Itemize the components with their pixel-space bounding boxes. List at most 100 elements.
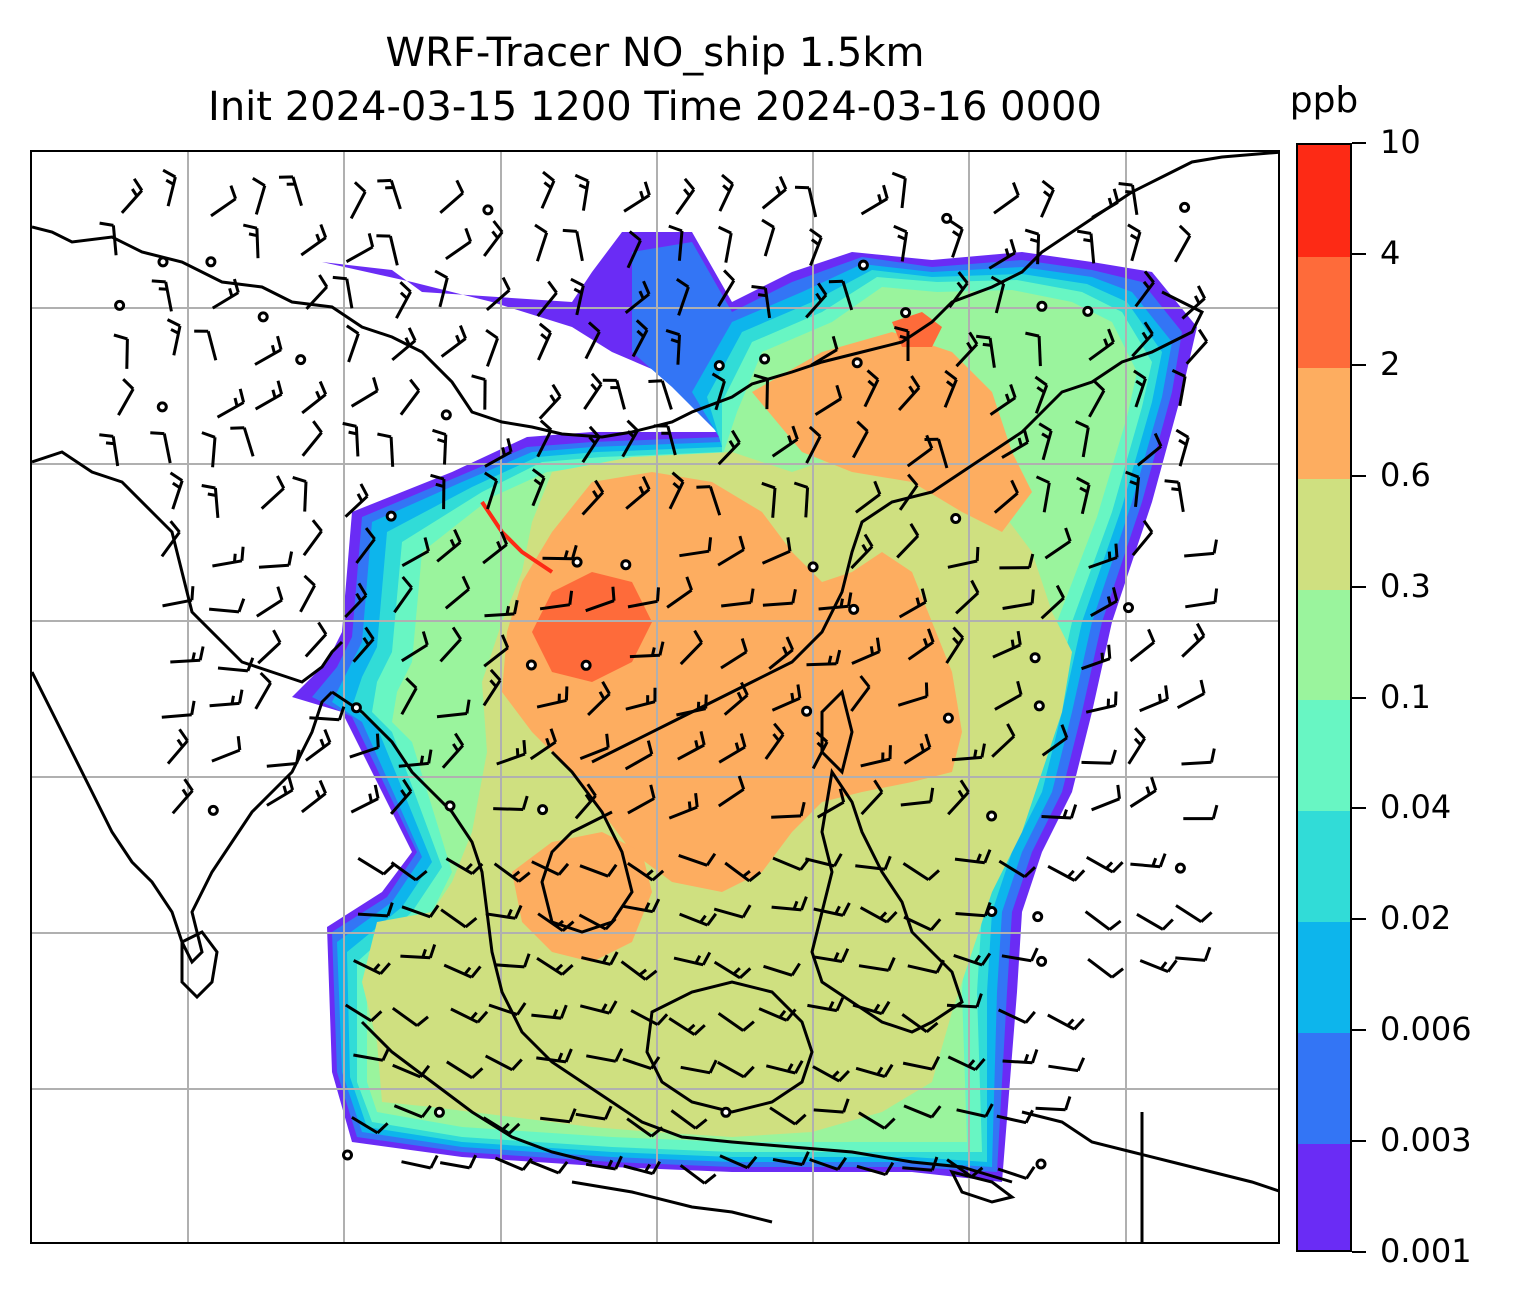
wind-barb	[260, 475, 286, 510]
wind-barb	[758, 1007, 797, 1022]
wind-barb	[1035, 1096, 1072, 1112]
wind-barb	[816, 788, 846, 819]
calm-wind-circle	[986, 906, 998, 917]
wind-barb	[257, 629, 282, 665]
calm-wind-circle	[942, 712, 954, 724]
wind-barb	[772, 1151, 810, 1167]
wind-barbs	[99, 168, 1219, 1185]
wind-barb	[761, 175, 788, 210]
calm-wind-circle	[801, 705, 813, 717]
wind-barb	[1047, 1013, 1085, 1031]
wind-barb	[1025, 331, 1042, 367]
wind-barb	[377, 178, 402, 210]
wind-barb	[585, 1155, 623, 1171]
calm-wind-circle	[571, 556, 583, 568]
wind-barb	[764, 722, 785, 760]
wind-barb	[482, 1116, 521, 1135]
coastline-vietnam	[540, 750, 634, 934]
wind-barb	[393, 1104, 432, 1119]
wind-barb	[812, 948, 850, 963]
wind-barb	[718, 173, 735, 212]
wind-barb	[621, 419, 639, 458]
wind-barb	[627, 784, 656, 815]
colorbar-segment	[1298, 145, 1350, 257]
wind-barb	[586, 1048, 624, 1063]
wind-barb	[542, 544, 578, 561]
wind-barb	[906, 434, 934, 468]
wind-barb	[1139, 685, 1169, 713]
wind-barb	[947, 1055, 986, 1072]
calm-wind-circle	[342, 1149, 353, 1161]
wind-barb	[1091, 784, 1121, 812]
wind-barb	[711, 372, 726, 411]
wind-barb	[891, 171, 907, 209]
wind-barb	[1001, 947, 1039, 963]
calm-wind-circle	[1082, 305, 1094, 317]
wind-barb	[1181, 748, 1216, 766]
wind-barb	[400, 677, 418, 716]
wind-barb	[1131, 321, 1154, 358]
wind-barb	[444, 575, 471, 610]
chart-title-line-2: Init 2024-03-15 1200 Time 2024-03-16 000…	[208, 84, 1102, 130]
wind-barb	[1090, 587, 1119, 618]
wind-barb	[807, 997, 845, 1013]
calm-wind-circle	[720, 1106, 732, 1118]
wind-barb	[430, 473, 446, 510]
wind-barb	[1075, 476, 1091, 515]
wind-barb	[1041, 804, 1078, 820]
calm-wind-circle	[759, 353, 771, 365]
wind-barb	[811, 731, 829, 770]
wind-barb	[1038, 422, 1053, 461]
wind-barb	[1129, 628, 1156, 663]
wind-barb	[678, 852, 717, 867]
calm-wind-circle	[1032, 911, 1044, 923]
wind-barb	[717, 775, 746, 808]
wind-barb	[169, 471, 184, 510]
wind-barb	[1091, 188, 1120, 219]
wind-barb	[852, 1000, 891, 1016]
calm-wind-circle	[713, 360, 725, 372]
wind-barb	[623, 898, 661, 914]
wind-barb	[1134, 270, 1155, 308]
wind-barb	[947, 779, 970, 816]
wind-barb	[1041, 724, 1069, 757]
wind-barb	[562, 228, 584, 262]
wind-barb	[991, 723, 1016, 758]
calm-wind-circle	[807, 561, 819, 573]
wind-barb	[450, 1007, 489, 1024]
wind-barb	[436, 699, 471, 719]
wind-barb	[537, 322, 552, 361]
wind-barb	[578, 913, 617, 931]
wind-barb	[531, 860, 570, 876]
field-band-2-ne	[752, 332, 1032, 532]
wind-barb	[445, 227, 473, 261]
wind-barb	[860, 184, 889, 216]
wind-barb	[1085, 855, 1124, 874]
wind-barb	[860, 779, 884, 816]
calm-wind-circle	[537, 804, 549, 816]
field-band-4	[532, 572, 652, 682]
wind-barb	[812, 1065, 850, 1083]
wind-barb	[1139, 959, 1178, 973]
colorbar-segment	[1298, 699, 1350, 812]
wind-barb	[1181, 285, 1207, 320]
wind-barb	[721, 588, 755, 608]
wind-barb	[948, 271, 969, 309]
wind-barb	[113, 333, 129, 369]
calm-wind-circle	[900, 307, 912, 319]
wind-barb	[292, 475, 308, 512]
calm-wind-circle	[482, 204, 494, 216]
wind-barb	[680, 1059, 718, 1075]
wind-barb	[1048, 1057, 1086, 1073]
wind-barb	[217, 657, 255, 673]
wind-barb	[574, 783, 597, 820]
calm-wind-circle	[1036, 955, 1048, 967]
wind-barb	[679, 537, 713, 558]
wind-barb	[623, 181, 651, 213]
wind-barb	[751, 285, 772, 319]
calm-wind-circle	[156, 401, 168, 413]
wind-barb	[855, 1063, 894, 1079]
wind-barb	[439, 179, 465, 214]
wind-barb	[625, 475, 651, 510]
wind-barb	[668, 1017, 706, 1036]
